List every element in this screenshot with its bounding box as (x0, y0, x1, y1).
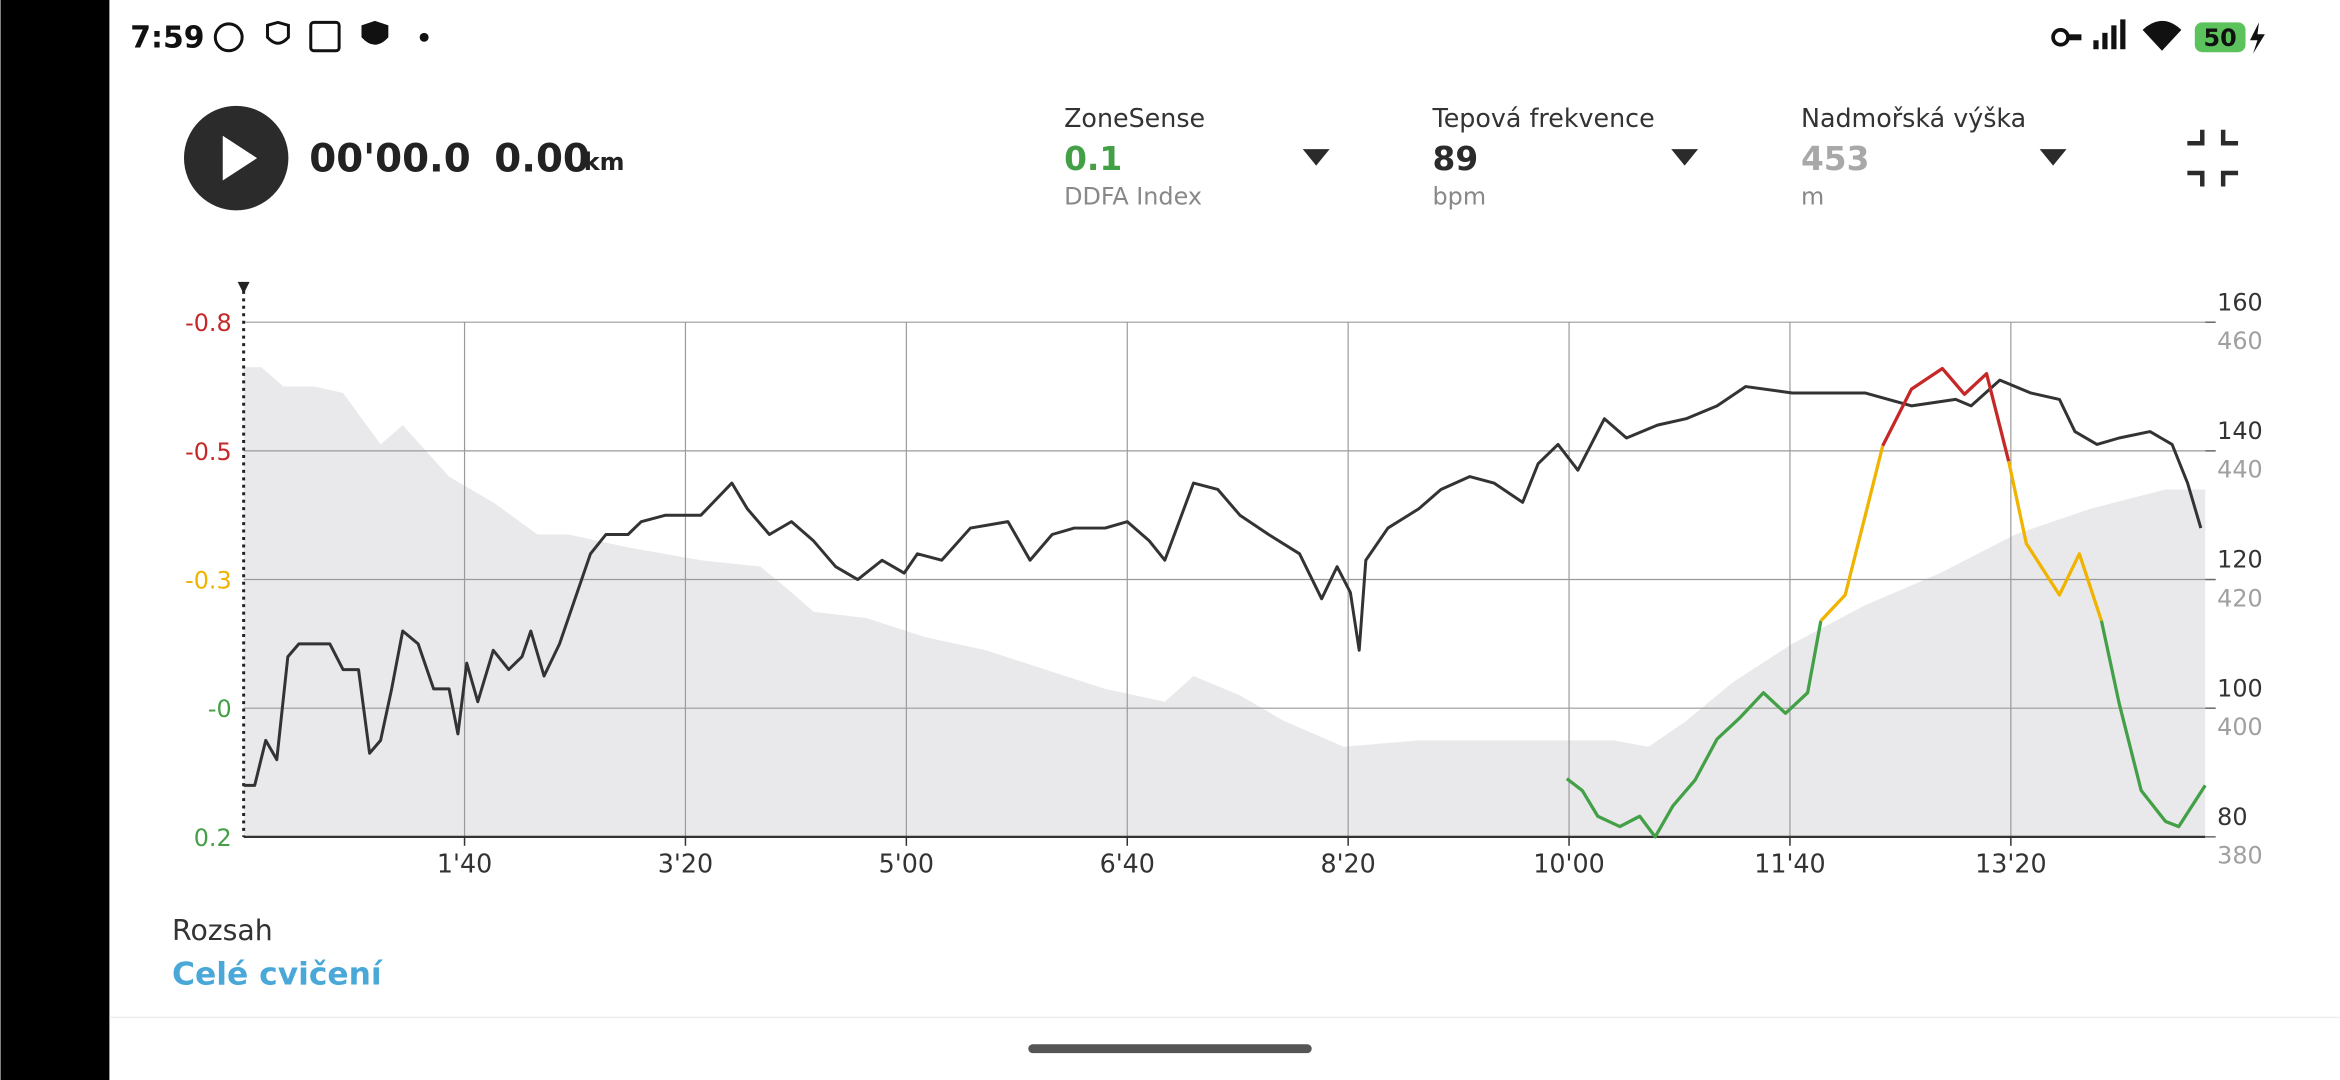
y-tick-label: 0.2 (194, 824, 232, 852)
metric-value: 453 (1801, 140, 1869, 178)
x-tick-label: 11'40 (1754, 849, 1825, 879)
x-tick-label: 8'20 (1320, 849, 1375, 879)
altitude-area (243, 367, 2206, 837)
y2-tick-label: 80 (2217, 803, 2247, 831)
metric-dropdown[interactable] (1302, 149, 1330, 166)
y2-tick-label: 100 (2217, 674, 2263, 702)
clock: 7:59 (130, 21, 204, 56)
x-tick-label: 13'20 (1975, 849, 2046, 879)
x-tick-label: 6'40 (1100, 849, 1155, 879)
y-tick-label: -0 (208, 695, 232, 723)
metric-unit: DDFA Index (1064, 182, 1202, 210)
zonesense-line (1819, 445, 1885, 622)
metric-value: 0.1 (1064, 140, 1122, 178)
y3-tick-label: 380 (2217, 842, 2263, 870)
play-icon (222, 135, 258, 181)
y-tick-label: -0.3 (185, 566, 232, 594)
battery (2194, 22, 2246, 53)
y-tick-label: -0.8 (185, 309, 232, 337)
status-icons (213, 20, 341, 53)
metric-label: Tepová frekvence (1432, 103, 1655, 133)
shield-icon (361, 20, 389, 45)
x-tick-label: 5'00 (879, 849, 934, 879)
signal-icons (2051, 19, 2182, 51)
zonesense-line (1881, 366, 2011, 462)
y2-tick-label: 140 (2217, 417, 2263, 445)
elapsed: 00'00.0 (309, 137, 470, 182)
metric-unit: bpm (1433, 182, 1487, 210)
metrics: ZoneSense 0.1 DDFA Index Tepová frekvence 89… (1064, 103, 2067, 210)
metric-label: Nadmořská výška (1801, 103, 2026, 133)
collapse-button[interactable] (2187, 129, 2239, 187)
metric-dropdown[interactable] (2039, 149, 2067, 166)
zonesense-line (2007, 460, 2103, 622)
y3-tick-label: 420 (2217, 584, 2263, 612)
y3-tick-label: 400 (2217, 713, 2263, 741)
distance: 0.00 (494, 137, 590, 182)
cursor-marker (237, 281, 250, 294)
x-tick-label: 3'20 (658, 849, 713, 879)
metric-label: ZoneSense (1064, 103, 1205, 133)
range-value[interactable]: Celé cvičení (172, 957, 384, 993)
distance-unit: km (584, 148, 625, 176)
left-bar (0, 0, 110, 1080)
battery-level: 50 (2204, 24, 2237, 52)
y-tick-label: -0.5 (185, 438, 232, 466)
chart: 1'40 3'20 5'00 6'40 8'20 10'00 11'40 13'20 -0.8 -… (185, 281, 2263, 879)
metric-dropdown[interactable] (1671, 149, 1699, 166)
x-tick-label: 1'40 (437, 849, 492, 879)
zonesense-line (2099, 620, 2207, 829)
y3-tick-label: 440 (2217, 456, 2263, 484)
metric-unit: m (1801, 182, 1824, 210)
charging-icon (2250, 22, 2265, 54)
zonesense-line (1565, 620, 1823, 839)
metric-value: 89 (1433, 140, 1479, 178)
range-label: Rozsah (172, 914, 273, 947)
dot (419, 32, 429, 42)
y2-tick-label: 160 (2217, 288, 2263, 316)
y2-tick-label: 120 (2217, 546, 2263, 574)
home-indicator (1028, 1044, 1312, 1054)
x-tick-label: 10'00 (1533, 849, 1604, 879)
heart-rate-line (243, 378, 2203, 787)
y3-tick-label: 460 (2217, 327, 2263, 355)
